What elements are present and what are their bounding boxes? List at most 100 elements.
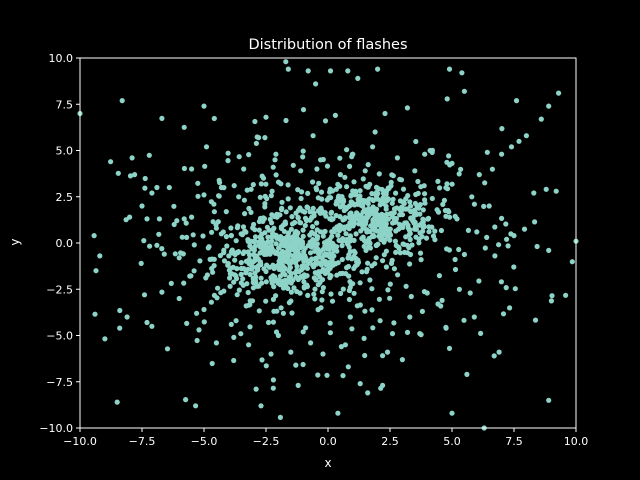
data-point (456, 246, 462, 253)
data-point (422, 151, 428, 157)
data-point (393, 228, 399, 234)
data-point (491, 353, 497, 359)
x-tick-label: 0.0 (319, 435, 337, 448)
data-point (353, 189, 359, 195)
data-point (337, 172, 343, 178)
data-point (228, 265, 234, 271)
data-point (278, 206, 285, 213)
data-point (426, 229, 432, 235)
data-point (257, 194, 263, 200)
y-tick-label: 2.5 (56, 191, 74, 204)
data-point (503, 285, 509, 291)
data-point (446, 345, 453, 351)
data-point (397, 250, 403, 256)
data-point (176, 255, 182, 261)
data-point (323, 213, 329, 219)
data-point (395, 272, 401, 278)
data-point (425, 216, 431, 222)
data-point (291, 240, 298, 246)
data-point (259, 280, 265, 286)
data-point (240, 224, 247, 230)
data-point (166, 184, 172, 191)
data-point (312, 242, 318, 248)
data-point (404, 329, 411, 335)
data-point (269, 278, 275, 284)
data-point (245, 237, 251, 243)
data-point (376, 296, 382, 302)
data-point (246, 152, 252, 158)
data-point (300, 107, 307, 113)
data-point (370, 219, 376, 225)
data-point (346, 224, 352, 230)
data-point (273, 329, 280, 335)
data-point (331, 243, 337, 249)
data-point (188, 273, 194, 279)
data-point (202, 163, 208, 169)
data-point (262, 193, 268, 199)
data-point (249, 298, 256, 304)
data-point (115, 170, 121, 176)
data-point (379, 232, 385, 238)
data-point (408, 203, 414, 209)
data-point (342, 174, 348, 180)
data-point (383, 264, 389, 270)
data-point (265, 239, 271, 245)
data-point (429, 147, 435, 153)
data-point (281, 243, 287, 249)
data-point (280, 310, 286, 316)
data-point (262, 201, 268, 207)
data-point (370, 325, 376, 331)
data-point (345, 364, 351, 370)
data-point (259, 357, 265, 363)
data-point (316, 180, 322, 186)
data-point (189, 214, 195, 220)
data-point (301, 284, 307, 290)
data-point (263, 181, 269, 187)
data-point (159, 115, 165, 121)
data-point (318, 262, 324, 268)
data-point (252, 270, 258, 276)
data-point (443, 213, 449, 219)
data-point (241, 166, 247, 172)
data-point (346, 244, 352, 250)
data-point (247, 243, 253, 249)
data-point (129, 155, 135, 161)
data-point (449, 410, 455, 416)
data-point (211, 263, 217, 269)
data-point (144, 319, 150, 326)
data-point (282, 219, 288, 225)
data-point (225, 158, 231, 164)
data-point (496, 242, 502, 248)
data-point (311, 291, 317, 297)
data-point (337, 155, 343, 161)
data-point (372, 261, 378, 267)
data-point (363, 247, 369, 253)
data-point (303, 325, 309, 331)
data-point (340, 286, 346, 292)
data-point (531, 190, 537, 196)
data-point (260, 218, 266, 224)
data-point (439, 297, 445, 303)
data-point (268, 243, 274, 249)
data-point (400, 199, 407, 205)
data-point (132, 172, 138, 178)
data-point (474, 229, 480, 235)
data-point (353, 231, 359, 237)
data-point (298, 244, 304, 251)
data-point (144, 216, 150, 222)
data-point (309, 229, 315, 235)
data-point (270, 377, 276, 383)
data-point (499, 215, 505, 221)
data-point (300, 329, 306, 335)
data-point (240, 250, 246, 257)
data-point (415, 190, 421, 196)
data-point (294, 268, 300, 274)
data-point (379, 211, 385, 217)
data-point (272, 157, 278, 163)
data-point (315, 247, 321, 253)
data-point (232, 251, 238, 258)
data-point (297, 219, 303, 226)
data-point (328, 260, 334, 266)
data-point (452, 266, 459, 273)
data-point (329, 217, 335, 223)
